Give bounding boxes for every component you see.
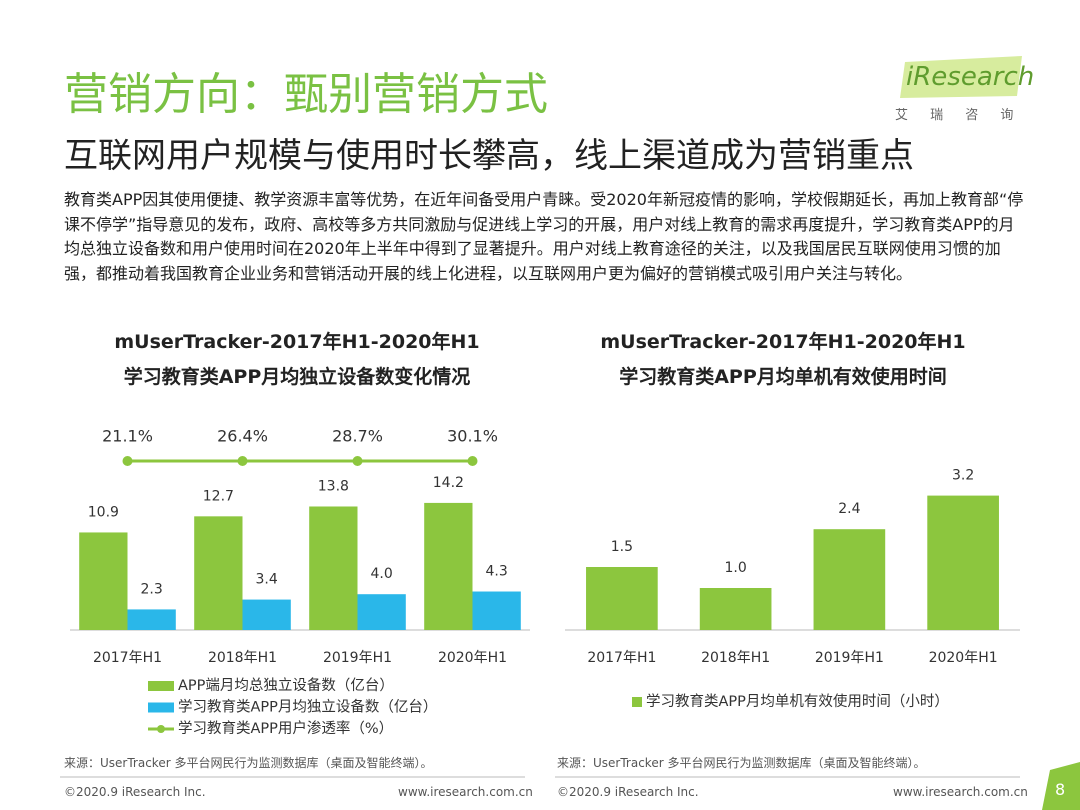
x-tick-label: 2019年H1	[815, 650, 884, 666]
value-label: 14.2	[433, 475, 464, 491]
logo-shape	[900, 56, 1022, 98]
value-label: 3.2	[952, 468, 974, 484]
x-tick-label: 2018年H1	[208, 650, 277, 666]
value-label: 26.4%	[217, 427, 268, 446]
x-tick-label: 2020年H1	[929, 650, 998, 666]
legend-label: 学习教育类APP月均单机有效使用时间（小时）	[646, 693, 949, 710]
legend-marker	[632, 697, 642, 707]
source: 来源：UserTracker 多平台网民行为监测数据库（桌面及智能终端）。	[64, 756, 433, 770]
legend-marker	[148, 681, 174, 691]
bar	[813, 529, 886, 630]
page-number: 8	[1055, 780, 1066, 799]
value-label: 10.9	[88, 504, 119, 520]
legend-label: APP端月均总独立设备数（亿台）	[178, 677, 394, 694]
x-tick-label: 2019年H1	[323, 650, 392, 666]
bar	[309, 506, 358, 630]
title: 营销方向：甄别营销方式	[64, 69, 548, 120]
value-label: 4.0	[371, 566, 393, 582]
bar	[424, 502, 473, 630]
value-label: 30.1%	[447, 427, 498, 446]
logo-cn: 艾 瑞 咨 询	[895, 108, 1023, 123]
bar	[79, 532, 128, 630]
copyright: ©2020.9 iResearch Inc.	[64, 785, 206, 799]
value-label: 21.1%	[102, 427, 153, 446]
url: www.iresearch.com.cn	[398, 785, 533, 799]
page-badge	[1042, 762, 1080, 810]
legend-label: 学习教育类APP月均独立设备数（亿台）	[178, 699, 437, 716]
x-tick-label: 2017年H1	[93, 650, 162, 666]
body-text: 教育类APP因其使用便捷、教学资源丰富等优势，在近年间备受用户青睐。受2020年…	[64, 190, 1024, 283]
legend-marker	[157, 725, 165, 733]
bar	[927, 495, 999, 630]
subtitle: 互联网用户规模与使用时长攀高，线上渠道成为营销重点	[64, 136, 914, 176]
bar	[586, 567, 658, 630]
logo: iResearch	[906, 62, 1035, 92]
bar	[194, 516, 243, 630]
line-point	[352, 456, 363, 466]
line-point	[467, 456, 478, 466]
bar	[699, 588, 772, 630]
url: www.iresearch.com.cn	[893, 785, 1028, 799]
value-label: 13.8	[318, 478, 349, 494]
chart-title: mUserTracker-2017年H1-2020年H1学习教育类APP月均独立…	[114, 331, 480, 388]
source: 来源：UserTracker 多平台网民行为监测数据库（桌面及智能终端）。	[557, 756, 926, 770]
bar	[242, 599, 291, 630]
copyright: ©2020.9 iResearch Inc.	[557, 785, 699, 799]
value-label: 12.7	[203, 488, 234, 504]
x-tick-label: 2020年H1	[438, 650, 507, 666]
x-tick-label: 2017年H1	[587, 650, 656, 666]
line-point	[122, 456, 133, 466]
value-label: 3.4	[256, 572, 278, 588]
line-point	[237, 456, 248, 466]
value-label: 2.4	[838, 501, 860, 517]
chart-title: mUserTracker-2017年H1-2020年H1学习教育类APP月均单机…	[600, 331, 966, 388]
value-label: 2.3	[141, 581, 163, 597]
value-label: 4.3	[486, 564, 508, 580]
legend-marker	[148, 702, 174, 713]
value-label: 1.5	[611, 539, 633, 555]
bar	[472, 591, 521, 630]
bar	[127, 609, 176, 630]
bar	[357, 594, 406, 630]
legend-label: 学习教育类APP用户渗透率（%）	[178, 720, 393, 737]
x-tick-label: 2018年H1	[701, 650, 770, 666]
value-label: 28.7%	[332, 427, 383, 446]
value-label: 1.0	[724, 560, 746, 576]
